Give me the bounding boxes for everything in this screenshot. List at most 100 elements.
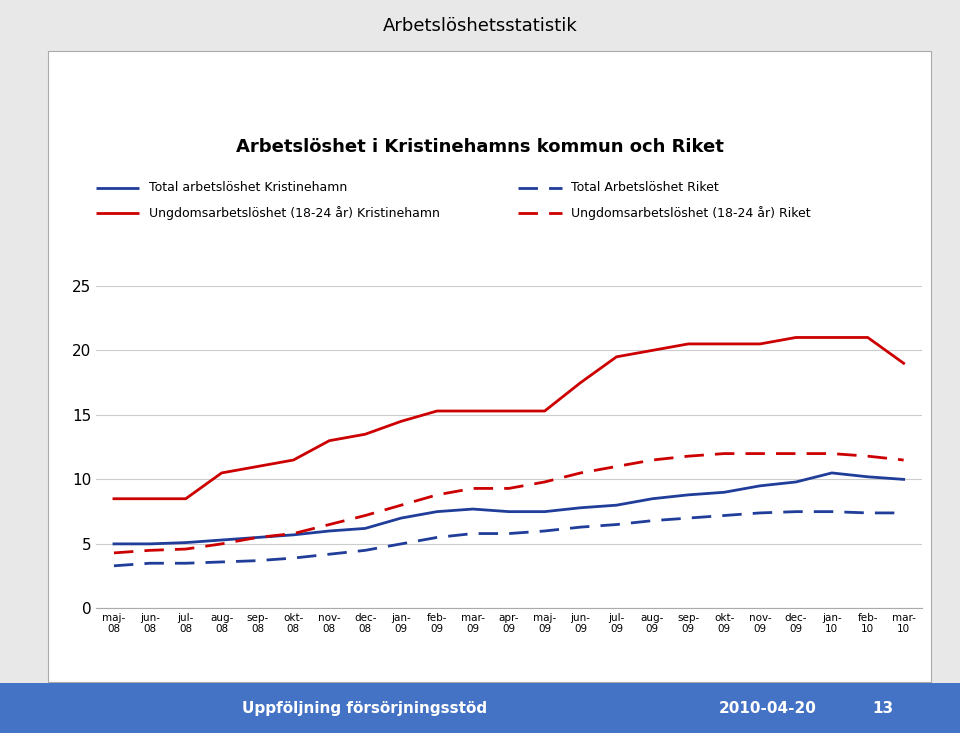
Ungdomsarbetslöshet (18-24 år) Riket <box>324 520 335 529</box>
Ungdomsarbetslöshet (18-24 år) Kristinehamn <box>755 339 766 348</box>
Total Arbetslöshet Riket <box>683 514 694 523</box>
Ungdomsarbetslöshet (18-24 år) Kristinehamn <box>216 468 228 477</box>
Total arbetslöshet Kristinehamn <box>431 507 443 516</box>
Ungdomsarbetslöshet (18-24 år) Riket <box>683 452 694 460</box>
Total Arbetslöshet Riket <box>252 556 263 565</box>
Ungdomsarbetslöshet (18-24 år) Kristinehamn <box>503 407 515 416</box>
Ungdomsarbetslöshet (18-24 år) Riket <box>108 548 120 557</box>
Total arbetslöshet Kristinehamn <box>755 482 766 490</box>
Total arbetslöshet Kristinehamn <box>396 514 407 523</box>
Total Arbetslöshet Riket <box>647 516 659 525</box>
Total arbetslöshet Kristinehamn <box>575 504 587 512</box>
Text: Ungdomsarbetslöshet (18-24 år) Kristinehamn: Ungdomsarbetslöshet (18-24 år) Kristineh… <box>149 205 440 220</box>
Total Arbetslöshet Riket <box>468 529 479 538</box>
Ungdomsarbetslöshet (18-24 år) Kristinehamn <box>539 407 550 416</box>
Ungdomsarbetslöshet (18-24 år) Riket <box>252 533 263 542</box>
Total arbetslöshet Kristinehamn <box>647 494 659 503</box>
Total arbetslöshet Kristinehamn <box>683 490 694 499</box>
Total Arbetslöshet Riket <box>862 509 874 517</box>
Total arbetslöshet Kristinehamn <box>180 538 191 547</box>
Total arbetslöshet Kristinehamn <box>827 468 838 477</box>
Ungdomsarbetslöshet (18-24 år) Riket <box>144 546 156 555</box>
Line: Total Arbetslöshet Riket: Total Arbetslöshet Riket <box>114 512 903 566</box>
Total Arbetslöshet Riket <box>611 520 622 529</box>
Text: Ungdomsarbetslöshet (18-24 år) Riket: Ungdomsarbetslöshet (18-24 år) Riket <box>571 205 811 220</box>
Ungdomsarbetslöshet (18-24 år) Kristinehamn <box>575 378 587 387</box>
Ungdomsarbetslöshet (18-24 år) Kristinehamn <box>718 339 730 348</box>
Total Arbetslöshet Riket <box>755 509 766 517</box>
Total arbetslöshet Kristinehamn <box>359 524 371 533</box>
Total Arbetslöshet Riket <box>790 507 802 516</box>
Ungdomsarbetslöshet (18-24 år) Riket <box>180 545 191 553</box>
Ungdomsarbetslöshet (18-24 år) Kristinehamn <box>647 346 659 355</box>
Ungdomsarbetslöshet (18-24 år) Riket <box>396 501 407 509</box>
Ungdomsarbetslöshet (18-24 år) Riket <box>647 456 659 465</box>
Ungdomsarbetslöshet (18-24 år) Kristinehamn <box>431 407 443 416</box>
Total Arbetslöshet Riket <box>539 526 550 535</box>
Total arbetslöshet Kristinehamn <box>468 504 479 513</box>
Text: Arbetslöshetsstatistik: Arbetslöshetsstatistik <box>383 17 577 34</box>
Ungdomsarbetslöshet (18-24 år) Riket <box>216 539 228 548</box>
Total arbetslöshet Kristinehamn <box>216 536 228 545</box>
Text: Total Arbetslöshet Riket: Total Arbetslöshet Riket <box>571 181 719 194</box>
Ungdomsarbetslöshet (18-24 år) Kristinehamn <box>827 333 838 342</box>
Ungdomsarbetslöshet (18-24 år) Kristinehamn <box>108 494 120 503</box>
Ungdomsarbetslöshet (18-24 år) Kristinehamn <box>611 353 622 361</box>
Text: Total arbetslöshet Kristinehamn: Total arbetslöshet Kristinehamn <box>149 181 348 194</box>
Total arbetslöshet Kristinehamn <box>503 507 515 516</box>
Total Arbetslöshet Riket <box>503 529 515 538</box>
Ungdomsarbetslöshet (18-24 år) Kristinehamn <box>683 339 694 348</box>
Total Arbetslöshet Riket <box>396 539 407 548</box>
Ungdomsarbetslöshet (18-24 år) Kristinehamn <box>252 462 263 471</box>
Total arbetslöshet Kristinehamn <box>718 488 730 497</box>
Ungdomsarbetslöshet (18-24 år) Riket <box>862 452 874 460</box>
Ungdomsarbetslöshet (18-24 år) Riket <box>503 484 515 493</box>
Total Arbetslöshet Riket <box>108 561 120 570</box>
Ungdomsarbetslöshet (18-24 år) Kristinehamn <box>288 456 300 465</box>
Ungdomsarbetslöshet (18-24 år) Riket <box>827 449 838 458</box>
Total arbetslöshet Kristinehamn <box>539 507 550 516</box>
Total Arbetslöshet Riket <box>718 511 730 520</box>
Ungdomsarbetslöshet (18-24 år) Riket <box>755 449 766 458</box>
Total arbetslöshet Kristinehamn <box>288 531 300 539</box>
Total Arbetslöshet Riket <box>431 533 443 542</box>
Total Arbetslöshet Riket <box>288 553 300 562</box>
Ungdomsarbetslöshet (18-24 år) Kristinehamn <box>898 359 909 368</box>
Ungdomsarbetslöshet (18-24 år) Kristinehamn <box>144 494 156 503</box>
Ungdomsarbetslöshet (18-24 år) Kristinehamn <box>790 333 802 342</box>
Line: Ungdomsarbetslöshet (18-24 år) Kristinehamn: Ungdomsarbetslöshet (18-24 år) Kristineh… <box>114 337 903 498</box>
Ungdomsarbetslöshet (18-24 år) Kristinehamn <box>180 494 191 503</box>
Total Arbetslöshet Riket <box>359 546 371 555</box>
Ungdomsarbetslöshet (18-24 år) Riket <box>539 478 550 487</box>
Total arbetslöshet Kristinehamn <box>611 501 622 509</box>
Ungdomsarbetslöshet (18-24 år) Kristinehamn <box>324 436 335 445</box>
Total arbetslöshet Kristinehamn <box>252 533 263 542</box>
Total arbetslöshet Kristinehamn <box>144 539 156 548</box>
Ungdomsarbetslöshet (18-24 år) Kristinehamn <box>468 407 479 416</box>
Total Arbetslöshet Riket <box>180 559 191 567</box>
Total arbetslöshet Kristinehamn <box>790 478 802 487</box>
Ungdomsarbetslöshet (18-24 år) Riket <box>718 449 730 458</box>
Total Arbetslöshet Riket <box>324 550 335 559</box>
Total Arbetslöshet Riket <box>216 558 228 567</box>
Text: Uppföljning försörjningsstöd: Uppföljning försörjningsstöd <box>242 701 488 715</box>
Total Arbetslöshet Riket <box>144 559 156 567</box>
Ungdomsarbetslöshet (18-24 år) Riket <box>288 529 300 538</box>
Total arbetslöshet Kristinehamn <box>898 475 909 484</box>
Ungdomsarbetslöshet (18-24 år) Riket <box>468 484 479 493</box>
Text: 13: 13 <box>873 701 894 715</box>
Ungdomsarbetslöshet (18-24 år) Riket <box>790 449 802 458</box>
Ungdomsarbetslöshet (18-24 år) Kristinehamn <box>396 417 407 426</box>
Ungdomsarbetslöshet (18-24 år) Riket <box>359 511 371 520</box>
Total arbetslöshet Kristinehamn <box>862 472 874 481</box>
Ungdomsarbetslöshet (18-24 år) Kristinehamn <box>359 430 371 438</box>
Ungdomsarbetslöshet (18-24 år) Riket <box>898 456 909 465</box>
Ungdomsarbetslöshet (18-24 år) Riket <box>575 468 587 477</box>
Total Arbetslöshet Riket <box>898 509 909 517</box>
Total arbetslöshet Kristinehamn <box>324 526 335 535</box>
Total Arbetslöshet Riket <box>575 523 587 531</box>
Line: Ungdomsarbetslöshet (18-24 år) Riket: Ungdomsarbetslöshet (18-24 år) Riket <box>114 454 903 553</box>
Ungdomsarbetslöshet (18-24 år) Kristinehamn <box>862 333 874 342</box>
Ungdomsarbetslöshet (18-24 år) Riket <box>611 462 622 471</box>
Line: Total arbetslöshet Kristinehamn: Total arbetslöshet Kristinehamn <box>114 473 903 544</box>
